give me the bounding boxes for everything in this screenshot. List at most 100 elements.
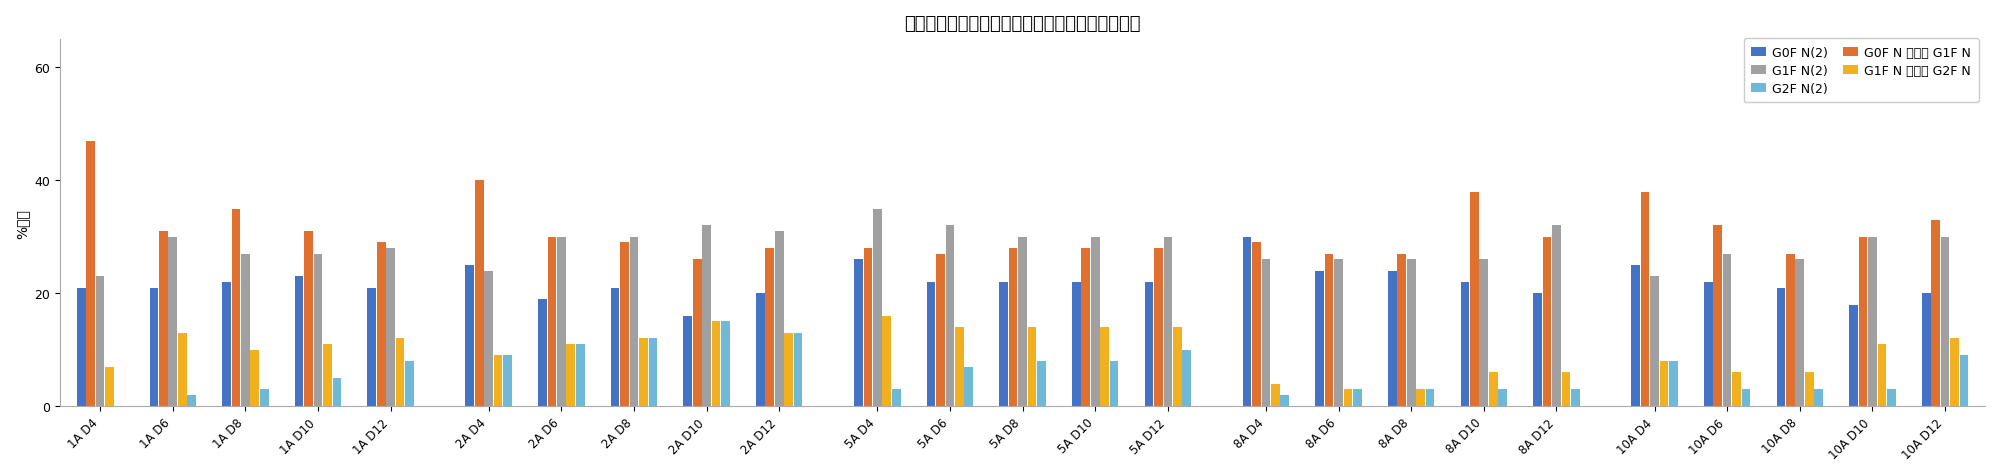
Bar <box>96 277 104 407</box>
Bar <box>1858 237 1868 407</box>
Bar <box>314 254 322 407</box>
Bar <box>1776 288 1786 407</box>
Bar <box>1144 282 1154 407</box>
Bar <box>232 209 240 407</box>
Title: 清濄化した細胞培養からのインタクトな糖鎖分布: 清濄化した細胞培養からのインタクトな糖鎖分布 <box>904 15 1140 33</box>
Bar <box>1082 248 1090 407</box>
Bar <box>158 232 168 407</box>
Bar <box>630 237 638 407</box>
Bar <box>1922 294 1930 407</box>
Bar <box>260 389 268 407</box>
Bar <box>576 344 584 407</box>
Bar <box>1018 237 1026 407</box>
Bar <box>1110 361 1118 407</box>
Bar <box>722 322 730 407</box>
Bar <box>692 260 702 407</box>
Bar <box>368 288 376 407</box>
Bar <box>1280 395 1290 407</box>
Bar <box>1000 282 1008 407</box>
Bar <box>1172 327 1182 407</box>
Bar <box>1316 271 1324 407</box>
Bar <box>538 299 546 407</box>
Y-axis label: %糖鎖: %糖鎖 <box>14 208 28 238</box>
Bar <box>1632 266 1640 407</box>
Bar <box>1460 282 1470 407</box>
Bar <box>1406 260 1416 407</box>
Bar <box>1742 389 1750 407</box>
Bar <box>936 254 944 407</box>
Bar <box>1164 237 1172 407</box>
Bar <box>1542 237 1552 407</box>
Bar <box>1488 373 1498 407</box>
Bar <box>1786 254 1794 407</box>
Bar <box>1868 237 1876 407</box>
Bar <box>396 339 404 407</box>
Bar <box>1028 327 1036 407</box>
Bar <box>1480 260 1488 407</box>
Bar <box>106 367 114 407</box>
Bar <box>712 322 720 407</box>
Bar <box>766 248 774 407</box>
Bar <box>304 232 312 407</box>
Bar <box>1704 282 1712 407</box>
Bar <box>332 378 342 407</box>
Bar <box>1498 389 1508 407</box>
Bar <box>1722 254 1732 407</box>
Bar <box>1886 389 1896 407</box>
Bar <box>1470 192 1478 407</box>
Bar <box>1324 254 1334 407</box>
Bar <box>1878 344 1886 407</box>
Bar <box>964 367 974 407</box>
Bar <box>324 344 332 407</box>
Bar <box>1552 226 1560 407</box>
Bar <box>774 232 784 407</box>
Bar <box>684 316 692 407</box>
Bar <box>150 288 158 407</box>
Bar <box>926 282 936 407</box>
Bar <box>892 389 900 407</box>
Bar <box>556 237 566 407</box>
Bar <box>1714 226 1722 407</box>
Bar <box>1804 373 1814 407</box>
Bar <box>548 237 556 407</box>
Bar <box>1640 192 1650 407</box>
Bar <box>1534 294 1542 407</box>
Bar <box>1950 339 1958 407</box>
Bar <box>1388 271 1396 407</box>
Bar <box>76 288 86 407</box>
Bar <box>1154 248 1162 407</box>
Bar <box>864 248 872 407</box>
Bar <box>376 243 386 407</box>
Bar <box>1354 389 1362 407</box>
Bar <box>1660 361 1668 407</box>
Bar <box>702 226 710 407</box>
Bar <box>222 282 230 407</box>
Legend: G0F N(2), G1F N(2), G2F N(2), G0F N および G1F N, G1F N および G2F N: G0F N(2), G1F N(2), G2F N(2), G0F N および … <box>1744 39 1978 103</box>
Bar <box>1814 389 1824 407</box>
Bar <box>610 288 620 407</box>
Bar <box>1344 389 1352 407</box>
Bar <box>1038 361 1046 407</box>
Bar <box>188 395 196 407</box>
Bar <box>1272 384 1280 407</box>
Bar <box>854 260 862 407</box>
Bar <box>250 350 260 407</box>
Bar <box>1416 389 1424 407</box>
Bar <box>1008 248 1018 407</box>
Bar <box>566 344 576 407</box>
Bar <box>466 266 474 407</box>
Bar <box>484 271 494 407</box>
Bar <box>620 243 628 407</box>
Bar <box>1252 243 1260 407</box>
Bar <box>1334 260 1342 407</box>
Bar <box>168 237 178 407</box>
Bar <box>640 339 648 407</box>
Bar <box>294 277 304 407</box>
Bar <box>1732 373 1740 407</box>
Bar <box>956 327 964 407</box>
Bar <box>242 254 250 407</box>
Bar <box>1398 254 1406 407</box>
Bar <box>1650 277 1658 407</box>
Bar <box>794 333 802 407</box>
Bar <box>648 339 658 407</box>
